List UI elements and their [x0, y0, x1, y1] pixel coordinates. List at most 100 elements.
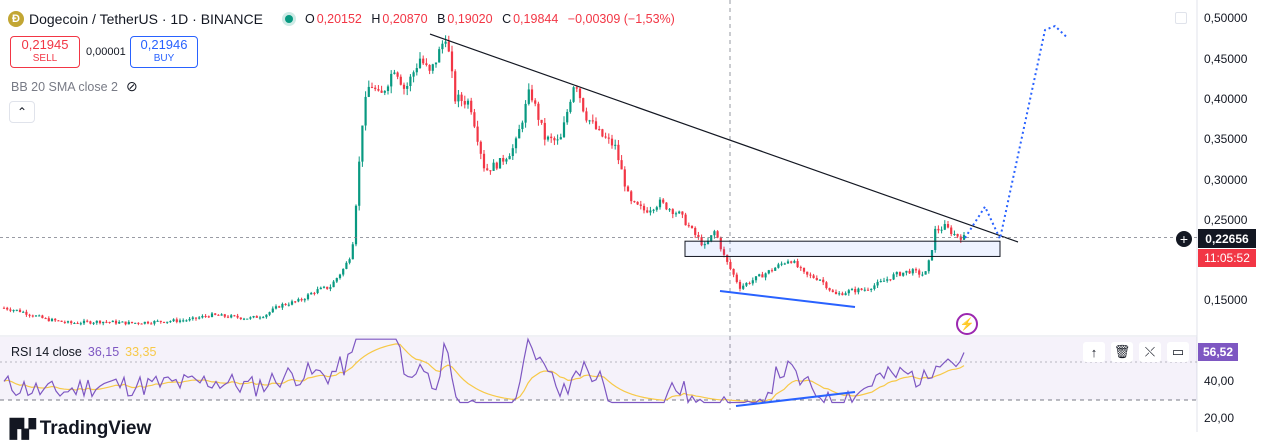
lightning-event-icon[interactable]: ⚡ [956, 313, 978, 335]
candle-body [111, 320, 114, 323]
candle-body [850, 289, 854, 291]
candle-body [482, 153, 486, 169]
candle-body [870, 288, 873, 290]
candle-body [578, 88, 582, 99]
candle-body [735, 274, 738, 282]
candle-body [402, 84, 406, 89]
candle-body [239, 317, 242, 320]
candle-body [719, 237, 722, 250]
candle-body [732, 268, 735, 275]
candle-body [617, 144, 620, 161]
candle-body [738, 281, 742, 289]
buy-button[interactable]: 0,21946 BUY [130, 36, 198, 68]
candle-body [380, 90, 383, 93]
candle-body [470, 100, 473, 113]
candle-body [796, 261, 799, 268]
candle-body [818, 279, 822, 281]
candle-body [860, 288, 863, 290]
candle-body [198, 317, 201, 319]
candle-body [876, 281, 879, 286]
rsi-label[interactable]: RSI 14 close [11, 345, 82, 359]
candle-body [642, 205, 646, 211]
support-zone-box [684, 240, 1001, 257]
candle-body [454, 71, 457, 102]
ohlc-readout: O 0,20152 H 0,20870 B 0,19020 C 0,19844 −0,0… [304, 12, 675, 26]
candle-body [153, 320, 156, 324]
candle-body [450, 51, 454, 72]
candle-body [434, 62, 438, 65]
candle-body [124, 321, 127, 325]
candle-body [191, 317, 194, 319]
candle-body [66, 321, 70, 323]
candle-body [902, 272, 905, 276]
candle-body [271, 308, 274, 313]
hidden-eye-icon[interactable]: ⊘ [126, 78, 138, 94]
collapse-legend-button[interactable]: ⌃ [9, 101, 35, 123]
candle-body [108, 321, 111, 323]
candle-body [204, 315, 207, 317]
candle-body [294, 301, 297, 303]
candle-body [479, 141, 482, 154]
candle-body [537, 103, 540, 120]
candle-body [511, 148, 514, 157]
candle-body [428, 64, 431, 71]
candle-body [770, 270, 774, 272]
candle-body [310, 292, 313, 295]
candle-body [252, 316, 255, 318]
candle-body [857, 288, 860, 293]
move-pane-up-icon[interactable]: ↑ [1083, 342, 1105, 362]
settings-checkbox[interactable] [1175, 12, 1187, 24]
candle-body [889, 279, 892, 281]
candle-body [207, 316, 210, 318]
candle-body [476, 126, 479, 142]
candle-body [588, 120, 591, 122]
candle-body [598, 129, 601, 131]
candle-body [726, 254, 729, 262]
candle-body [918, 270, 921, 275]
delete-pane-icon[interactable]: 🗑 [1111, 342, 1133, 362]
candle-body [710, 235, 713, 241]
candle-body [671, 209, 674, 214]
symbol-title[interactable]: Dogecoin / TetherUS · 1D · BINANCE [29, 11, 263, 27]
candle-body [220, 314, 223, 316]
candle-body [886, 279, 889, 281]
candle-body [50, 318, 54, 322]
candle-body [463, 101, 466, 105]
maximize-pane-icon[interactable]: ▭ [1167, 342, 1189, 362]
candle-body [169, 321, 172, 323]
candle-body [566, 111, 569, 123]
collapse-pane-icon[interactable]: ⤬ [1139, 342, 1161, 362]
candle-body [764, 273, 767, 278]
candle-body [754, 276, 758, 281]
candle-body [431, 64, 434, 71]
price-tick: 0,15000 [1204, 293, 1248, 307]
candle-body [652, 209, 655, 211]
candle-body [82, 320, 86, 324]
candle-body [924, 271, 927, 275]
candle-body [854, 289, 857, 293]
candle-body [905, 270, 908, 273]
candle-body [18, 309, 22, 313]
candle-body [114, 320, 118, 324]
candle-body [524, 103, 527, 123]
candle-body [367, 86, 370, 97]
candle-body [265, 314, 268, 318]
candle-body [930, 249, 934, 261]
rsi-tick: 20,00 [1204, 411, 1235, 425]
candle-body [226, 316, 230, 318]
candle-body [681, 211, 684, 215]
sell-button[interactable]: 0,21945 SELL [10, 36, 80, 68]
add-alert-plus-icon[interactable]: + [1176, 231, 1192, 247]
candle-body [927, 260, 930, 272]
candle-body [706, 240, 710, 244]
candle-body [92, 322, 95, 324]
bollinger-bands-label[interactable]: BB 20 SMA close 2 [11, 79, 119, 94]
candle-body [716, 231, 719, 238]
candle-body [63, 321, 66, 323]
candle-body [332, 281, 335, 288]
candle-body [956, 233, 959, 237]
candle-body [556, 139, 559, 141]
candle-body [639, 204, 642, 206]
candle-body [828, 288, 831, 291]
